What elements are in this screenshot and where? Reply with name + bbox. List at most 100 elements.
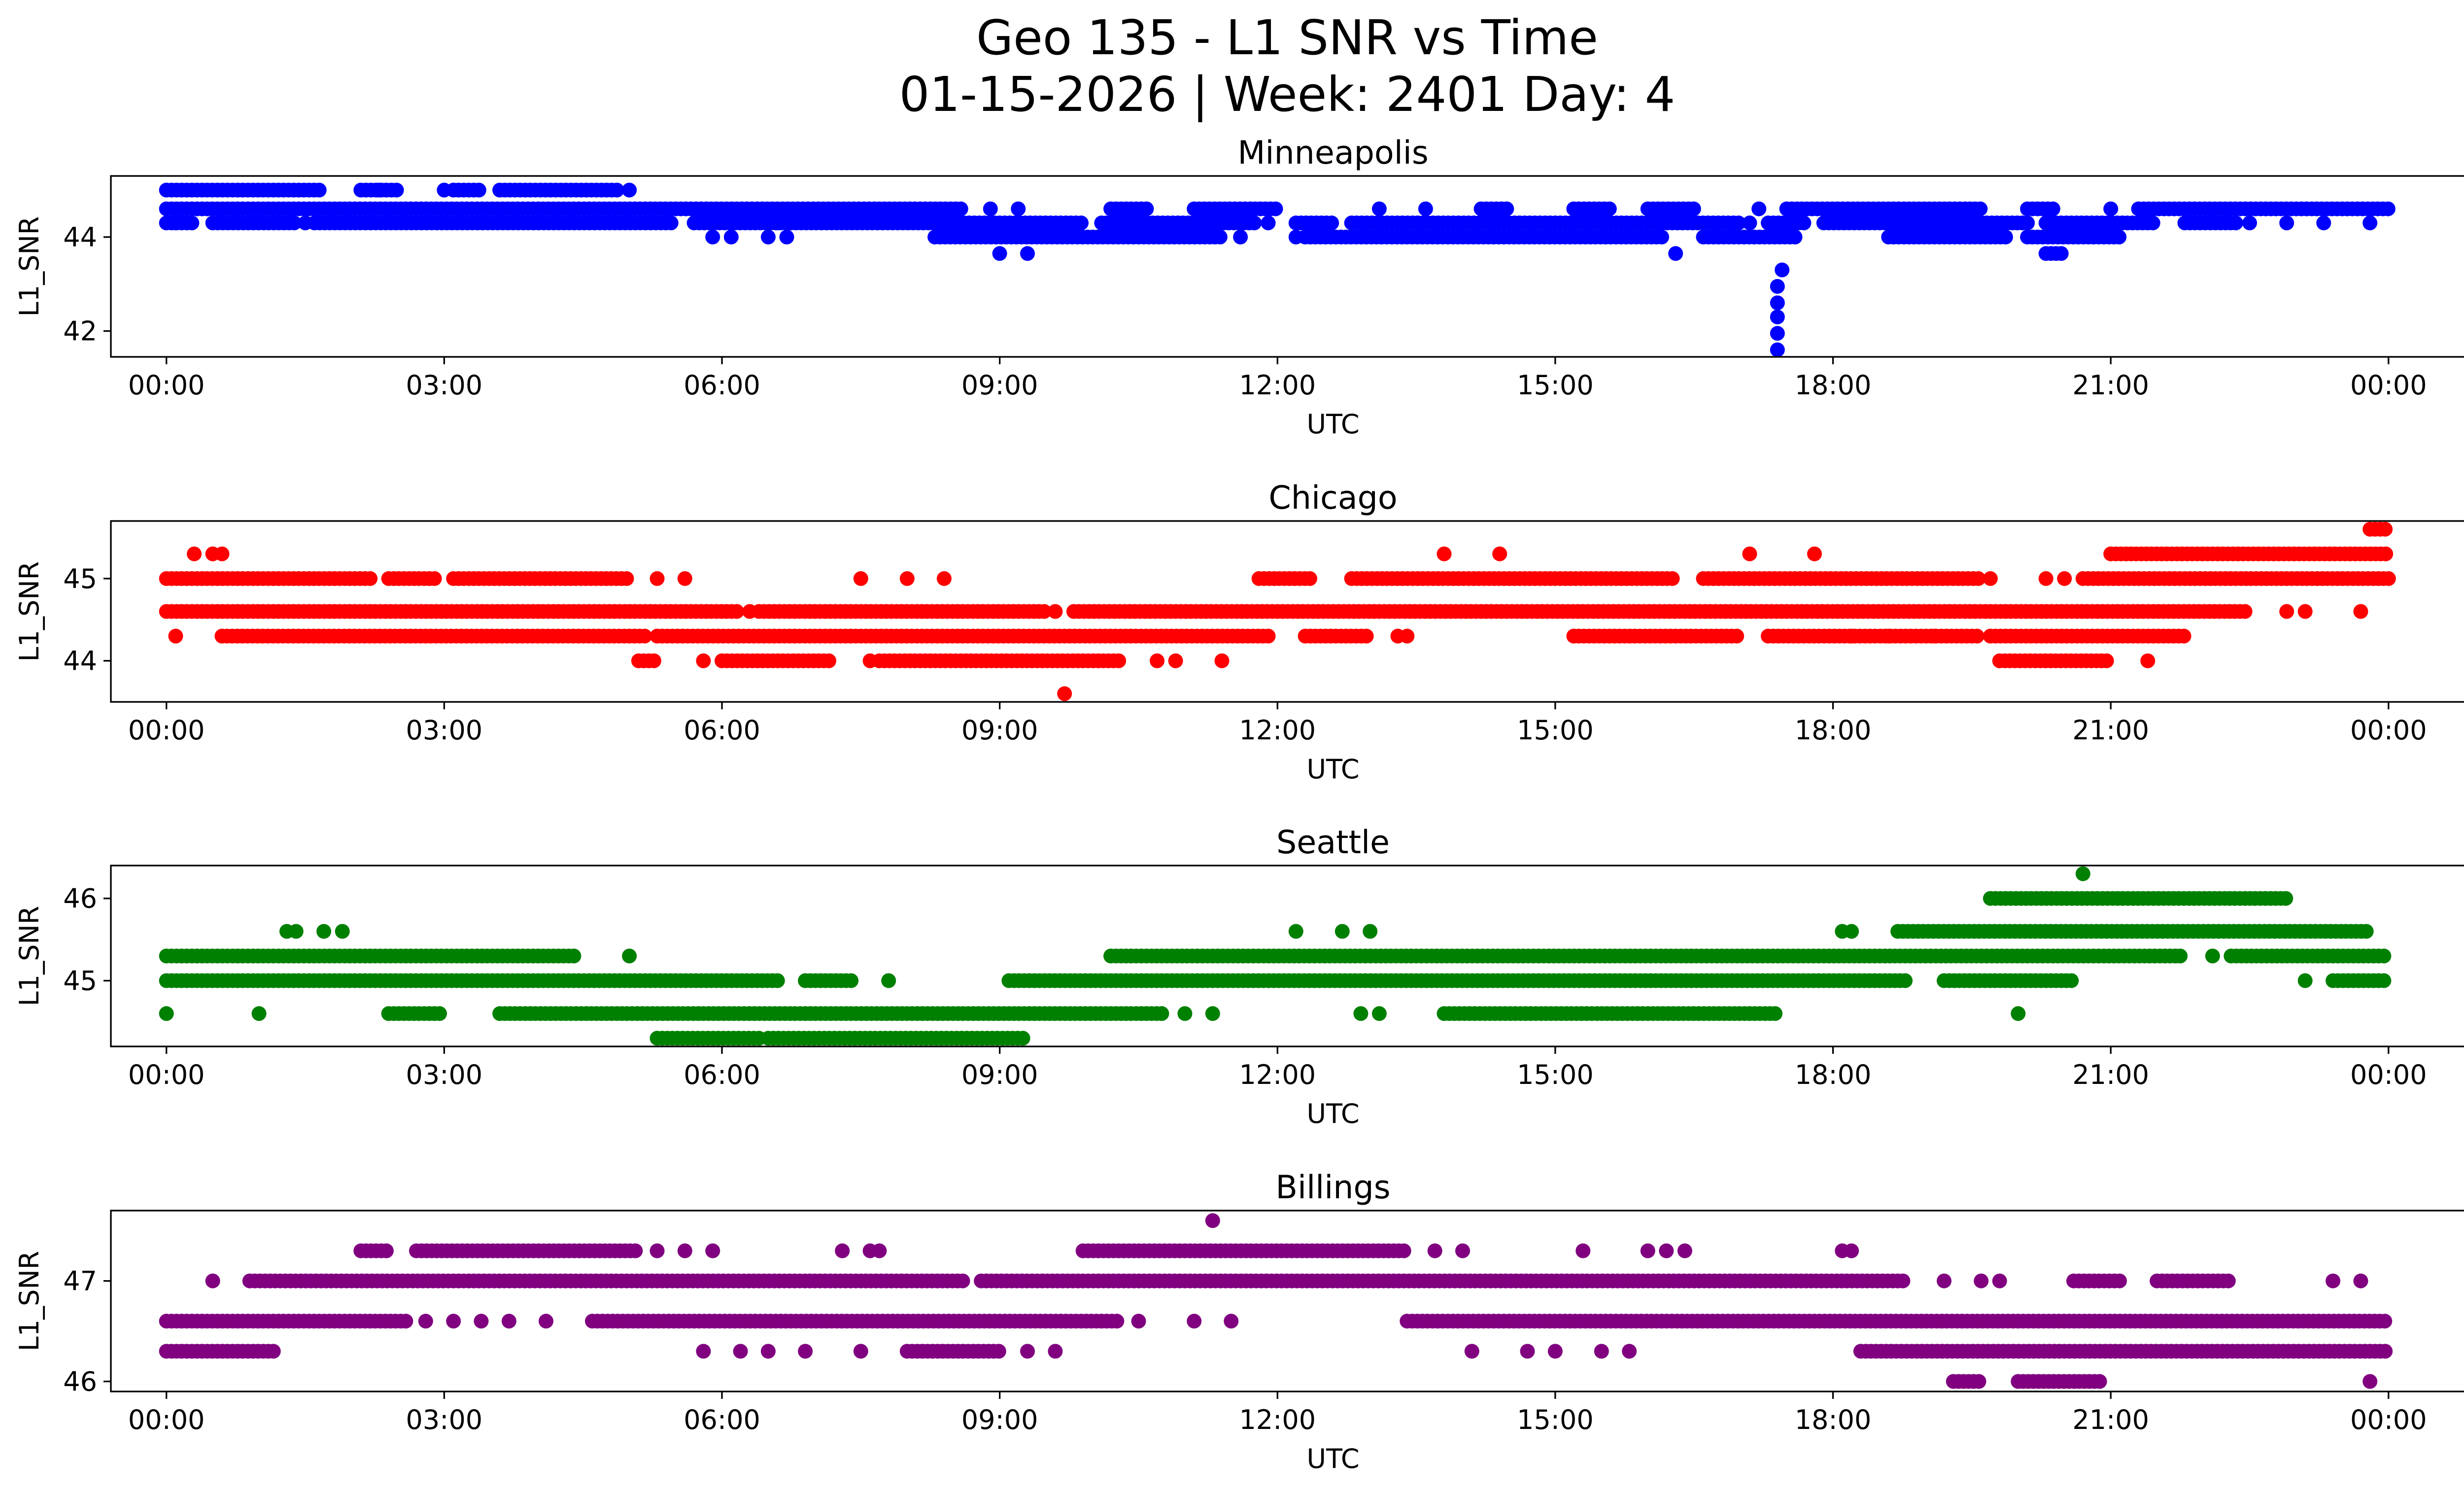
data-point: [936, 571, 952, 586]
subplot-title: Billings: [1275, 1169, 1390, 1206]
data-point: [1111, 653, 1127, 668]
data-point: [2378, 546, 2394, 561]
subplot-title: Chicago: [1268, 480, 1397, 517]
data-point: [705, 1243, 720, 1258]
data-point: [2092, 1374, 2107, 1389]
data-point: [2381, 571, 2396, 586]
x-tick-label: 18:00: [1795, 1059, 1872, 1090]
data-point: [991, 1344, 1006, 1359]
data-point: [609, 182, 624, 198]
data-point: [1074, 215, 1089, 231]
data-point: [316, 924, 332, 939]
x-tick-label: 12:00: [1239, 715, 1316, 746]
data-point: [418, 1314, 433, 1329]
data-point: [2377, 1314, 2393, 1329]
subplot-billings: Billings 00:00 03:00 06:00 09:00 12:00 15:00 18…: [14, 1169, 2464, 1474]
x-tick-label: 09:00: [961, 1059, 1038, 1090]
data-point: [2353, 604, 2368, 619]
data-point: [1937, 1273, 1951, 1288]
data-point: [2316, 215, 2331, 231]
data-point: [1109, 1314, 1125, 1329]
data-point: [881, 973, 896, 988]
y-axis-label: L1_SNR: [14, 216, 45, 317]
data-point: [2064, 973, 2079, 988]
data-point: [1844, 1243, 1859, 1258]
data-point: [1205, 1006, 1220, 1021]
data-point: [1731, 215, 1746, 231]
data-point: [1770, 326, 1785, 341]
data-point: [1787, 229, 1803, 244]
data-point: [2237, 604, 2253, 619]
data-point: [298, 215, 313, 231]
data-point: [872, 1243, 887, 1258]
data-point: [1302, 571, 1317, 586]
data-point: [733, 1344, 748, 1359]
x-tick-label: 06:00: [684, 1059, 760, 1090]
data-point: [1742, 546, 1757, 561]
data-point: [1214, 653, 1230, 668]
y-tick-label: 42: [63, 316, 97, 347]
data-point: [650, 571, 665, 586]
data-point: [1770, 310, 1785, 324]
x-tick-label: 09:00: [961, 1404, 1038, 1435]
data-point: [1770, 342, 1785, 357]
x-tick-label: 15:00: [1517, 1404, 1594, 1435]
x-tick-label: 00:00: [128, 715, 205, 746]
x-tick-label: 00:00: [128, 1404, 205, 1435]
data-point: [1742, 215, 1757, 231]
data-point: [1247, 215, 1262, 231]
data-point: [1602, 201, 1617, 216]
data-point: [1547, 1344, 1563, 1359]
data-point: [1418, 201, 1433, 216]
data-point: [2279, 604, 2294, 619]
x-tick-label: 21:00: [2072, 1059, 2149, 1090]
data-point: [1015, 1031, 1030, 1046]
data-point: [2376, 973, 2392, 988]
data-point: [1971, 1374, 1986, 1389]
data-point: [2145, 215, 2160, 231]
data-point: [1011, 201, 1026, 216]
x-tick-label: 00:00: [128, 1059, 205, 1090]
x-tick-label: 18:00: [1795, 1404, 1872, 1435]
data-points-minneapolis: [159, 182, 2396, 357]
x-tick-label: 00:00: [128, 370, 205, 401]
data-point: [677, 1243, 692, 1258]
data-point: [637, 628, 652, 644]
data-point: [1359, 628, 1374, 644]
data-point: [1288, 924, 1303, 939]
data-point: [1640, 1243, 1655, 1258]
data-point: [779, 229, 794, 244]
data-points-chicago: [159, 522, 2396, 701]
data-point: [853, 1344, 868, 1359]
axes-frame: [110, 520, 2464, 703]
data-point: [2278, 891, 2293, 906]
x-tick-label: 12:00: [1239, 370, 1316, 401]
data-point: [1520, 1344, 1535, 1359]
data-point: [1020, 1344, 1035, 1359]
data-point: [168, 628, 183, 644]
data-point: [1048, 604, 1063, 619]
data-point: [798, 1344, 813, 1359]
data-point: [471, 182, 486, 198]
data-point: [437, 182, 452, 198]
x-tick-label: 21:00: [2072, 1404, 2149, 1435]
data-point: [2099, 653, 2114, 668]
data-point: [1668, 246, 1683, 261]
data-point: [835, 1243, 850, 1258]
x-tick-label: 06:00: [684, 1404, 760, 1435]
data-point: [427, 571, 442, 586]
data-point: [1844, 628, 1859, 644]
data-point: [899, 571, 915, 586]
x-tick-label: 18:00: [1795, 370, 1872, 401]
data-point: [1335, 924, 1350, 939]
data-point: [1268, 201, 1283, 216]
x-tick-label: 15:00: [1517, 715, 1594, 746]
data-point: [770, 973, 785, 988]
data-point: [539, 1314, 553, 1329]
data-point: [696, 653, 711, 668]
x-tick-label: 12:00: [1239, 1059, 1316, 1090]
data-point: [1665, 571, 1680, 586]
x-tick-label: 00:00: [2350, 370, 2427, 401]
data-point: [266, 1344, 281, 1359]
x-tick-label: 03:00: [406, 715, 483, 746]
